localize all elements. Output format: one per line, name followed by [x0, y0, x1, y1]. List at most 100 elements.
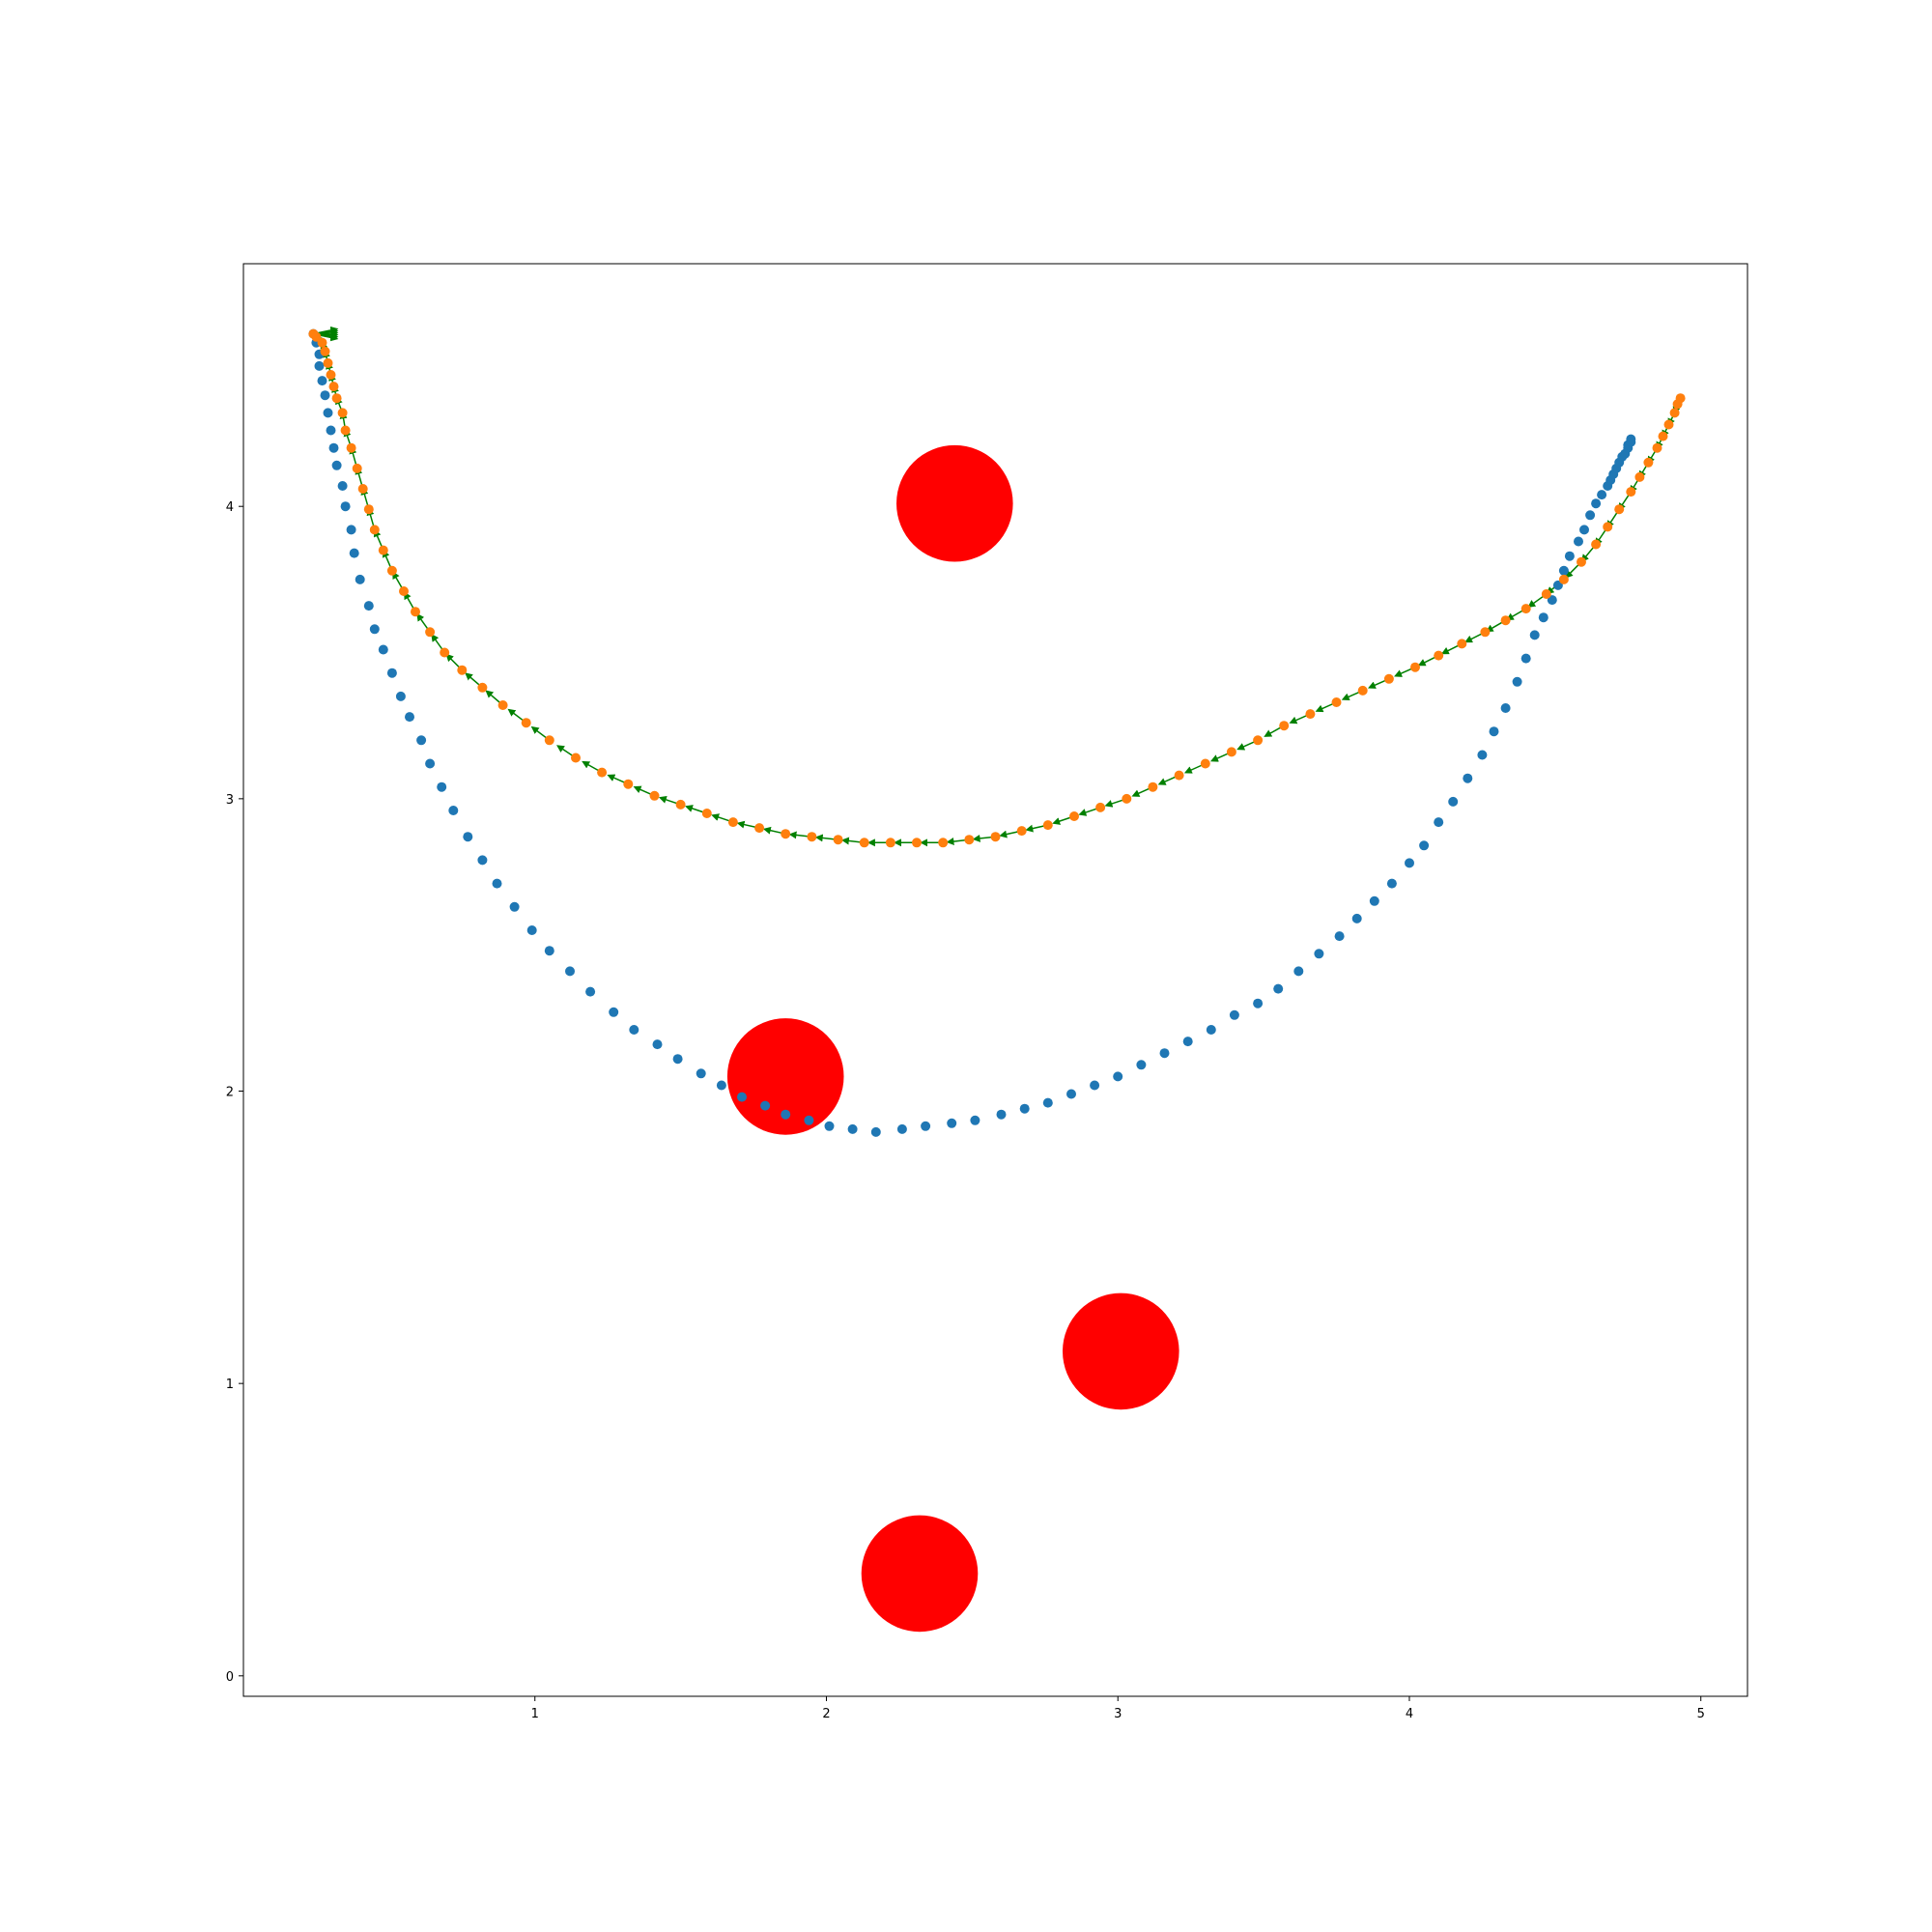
series-1-point	[653, 1039, 663, 1049]
x-tick-label: 5	[1697, 1707, 1705, 1721]
series-1-point	[1066, 1090, 1076, 1099]
series-1-point	[970, 1116, 980, 1125]
series-1-point	[510, 902, 520, 912]
series-2-point	[477, 683, 487, 693]
series-1-point	[1565, 552, 1575, 561]
series-2-point	[754, 823, 764, 833]
series-1-point	[1530, 630, 1540, 639]
series-1-point	[1183, 1037, 1193, 1046]
series-1-point	[1230, 1010, 1239, 1020]
series-1-point	[396, 692, 406, 701]
series-2-point	[358, 484, 368, 494]
series-2-point	[728, 817, 738, 827]
series-2-point	[324, 358, 333, 368]
y-tick-label: 0	[226, 1670, 234, 1685]
series-2-point	[1227, 747, 1236, 756]
x-tick-label: 2	[822, 1707, 830, 1721]
series-2-point	[1332, 697, 1342, 707]
series-1-point	[921, 1122, 930, 1131]
series-2-point	[545, 735, 554, 745]
series-1-point	[629, 1025, 639, 1035]
series-2-point	[938, 838, 948, 847]
series-1-point	[897, 1124, 907, 1134]
series-2-point	[1384, 674, 1394, 684]
series-1-point	[347, 525, 356, 534]
series-1-point	[804, 1116, 813, 1125]
series-1-point	[1539, 612, 1548, 622]
series-1-point	[1020, 1104, 1030, 1114]
series-1-point	[448, 806, 458, 815]
series-2-point	[571, 753, 581, 763]
series-1-point	[1419, 840, 1429, 850]
series-1-point	[1597, 490, 1606, 499]
series-2-point	[834, 835, 843, 844]
series-1-point	[1579, 525, 1589, 534]
series-2-point	[676, 800, 686, 810]
series-1-point	[565, 966, 575, 976]
series-2-point	[1410, 663, 1420, 672]
y-tick-label: 4	[226, 500, 234, 515]
series-2-point	[1358, 686, 1368, 696]
series-2-point	[318, 338, 327, 348]
series-1-point	[1405, 858, 1414, 867]
series-1-point	[463, 832, 472, 841]
series-1-point	[1501, 703, 1511, 713]
obstacle-3	[1063, 1293, 1179, 1410]
series-2-point	[522, 718, 531, 727]
series-2-point	[1653, 443, 1662, 453]
series-1-point	[355, 575, 365, 584]
series-2-point	[387, 566, 397, 576]
y-tick-label: 1	[226, 1378, 234, 1392]
series-1-point	[696, 1068, 706, 1078]
series-1-point	[1207, 1025, 1216, 1035]
series-2-point	[1175, 771, 1184, 781]
series-2-point	[991, 832, 1001, 841]
series-1-point	[737, 1093, 747, 1102]
series-1-point	[1387, 879, 1397, 889]
series-1-point	[321, 390, 330, 400]
series-1-point	[425, 759, 435, 769]
series-2-point	[332, 393, 342, 403]
series-2-point	[347, 443, 356, 453]
series-2-point	[1643, 458, 1653, 468]
series-2-point	[1577, 557, 1586, 567]
series-1-point	[1521, 654, 1531, 664]
series-1-point	[947, 1119, 956, 1128]
series-1-point	[324, 408, 333, 417]
series-1-point	[318, 376, 327, 385]
y-tick-label: 2	[226, 1086, 234, 1100]
series-1-point	[370, 624, 380, 634]
velocity-arrows-layer	[313, 329, 1680, 843]
series-1-point	[1434, 817, 1443, 827]
series-2-point	[1279, 721, 1289, 730]
series-1-point	[1513, 677, 1522, 687]
series-2-point	[1122, 794, 1131, 804]
series-1-point	[717, 1081, 726, 1091]
series-1-point	[332, 461, 342, 470]
series-1-point	[1335, 931, 1345, 941]
series-1-point	[1113, 1071, 1122, 1081]
series-2-point	[1201, 759, 1210, 769]
series-2-point	[886, 838, 895, 847]
series-1-point	[1043, 1098, 1053, 1108]
series-1-point	[871, 1127, 881, 1137]
series-2-point	[338, 408, 348, 417]
series-1-point	[341, 501, 351, 511]
series-2-point	[498, 700, 508, 710]
series-2-point	[1457, 639, 1466, 648]
series-2-point	[425, 627, 435, 637]
series-1-point	[338, 481, 348, 491]
series-1-point	[477, 855, 487, 865]
series-2-point	[411, 607, 420, 616]
series-2-point	[1634, 472, 1644, 482]
series-1-point	[379, 645, 388, 655]
series-2-point	[650, 791, 660, 801]
series-2-point	[1521, 604, 1531, 613]
series-2-point	[1626, 487, 1635, 497]
series-1-point	[1314, 949, 1323, 958]
series-1-point	[1477, 751, 1487, 760]
series-2-point	[1603, 522, 1612, 531]
series-2-point	[321, 347, 330, 356]
series-2-point	[1542, 589, 1551, 599]
